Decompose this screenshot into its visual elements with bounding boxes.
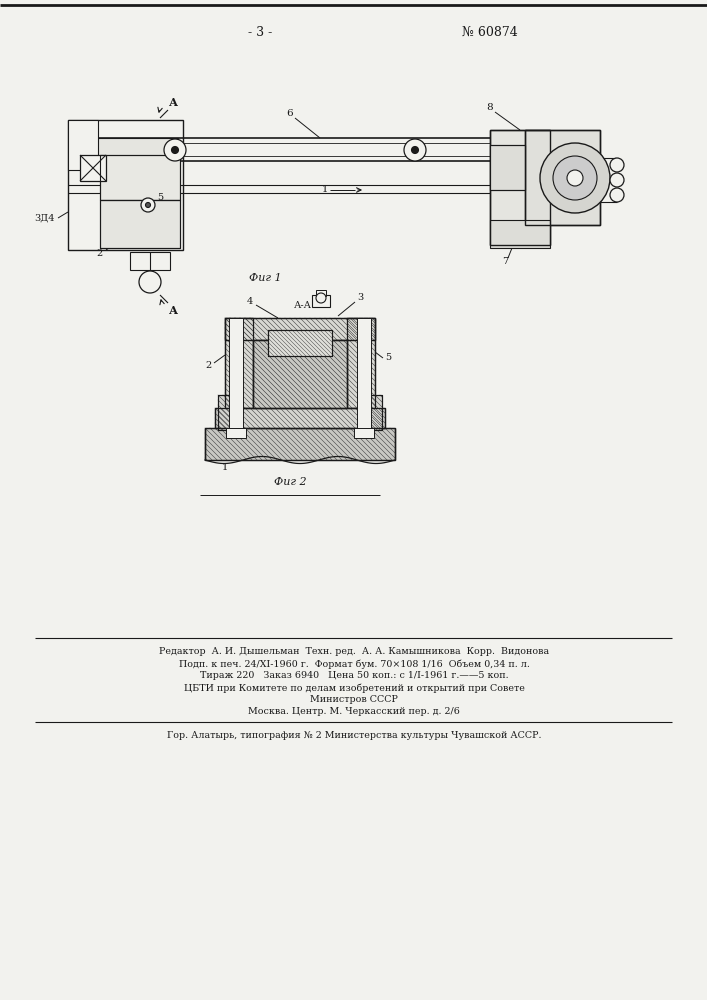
Text: Фиг 1: Фиг 1 bbox=[249, 273, 281, 283]
Text: Министров СССР: Министров СССР bbox=[310, 696, 398, 704]
Text: 5: 5 bbox=[385, 354, 391, 362]
Circle shape bbox=[146, 202, 151, 208]
Bar bbox=[225, 318, 253, 408]
Bar bbox=[253, 340, 347, 408]
Text: 2: 2 bbox=[206, 360, 212, 369]
Text: ЦБТИ при Комитете по делам изобретений и открытий при Совете: ЦБТИ при Комитете по делам изобретений и… bbox=[184, 683, 525, 693]
Bar bbox=[253, 340, 347, 408]
Bar bbox=[268, 330, 332, 356]
Bar bbox=[360, 395, 382, 430]
Bar bbox=[225, 318, 253, 408]
Bar bbox=[225, 318, 253, 408]
Text: А: А bbox=[168, 304, 177, 316]
Bar bbox=[100, 155, 180, 200]
Bar bbox=[100, 200, 180, 248]
Bar bbox=[215, 408, 385, 428]
Bar bbox=[347, 318, 375, 408]
Circle shape bbox=[164, 139, 186, 161]
Bar bbox=[347, 318, 375, 408]
Text: 7: 7 bbox=[502, 257, 508, 266]
Bar bbox=[490, 145, 525, 190]
Bar bbox=[347, 318, 375, 408]
Text: - 3 -: - 3 - bbox=[248, 25, 272, 38]
Bar bbox=[218, 395, 240, 430]
Bar bbox=[354, 428, 374, 438]
Text: Москва. Центр. М. Черкасский пер. д. 2/6: Москва. Центр. М. Черкасский пер. д. 2/6 bbox=[248, 708, 460, 716]
Text: 4: 4 bbox=[247, 298, 253, 306]
Bar bbox=[130, 252, 170, 270]
Circle shape bbox=[540, 143, 610, 213]
Bar bbox=[215, 408, 385, 428]
Bar bbox=[229, 318, 243, 430]
Text: 8: 8 bbox=[486, 104, 493, 112]
Bar bbox=[218, 395, 240, 430]
Circle shape bbox=[411, 146, 419, 153]
Circle shape bbox=[610, 173, 624, 187]
Bar bbox=[215, 408, 385, 428]
Circle shape bbox=[610, 158, 624, 172]
Text: 3Д4: 3Д4 bbox=[35, 214, 55, 223]
Bar bbox=[490, 145, 525, 190]
Circle shape bbox=[567, 170, 583, 186]
Text: А: А bbox=[168, 98, 177, 108]
Circle shape bbox=[139, 271, 161, 293]
Bar bbox=[490, 130, 550, 245]
Bar bbox=[268, 330, 332, 356]
Text: Подп. к печ. 24/XI-1960 г.  Формат бум. 70×108 1/16  Объем 0,34 п. л.: Подп. к печ. 24/XI-1960 г. Формат бум. 7… bbox=[179, 659, 530, 669]
Bar bbox=[88, 138, 178, 156]
Text: А-А: А-А bbox=[294, 300, 312, 310]
Text: 1: 1 bbox=[322, 186, 328, 194]
Text: № 60874: № 60874 bbox=[462, 25, 518, 38]
Circle shape bbox=[404, 139, 426, 161]
Bar bbox=[68, 120, 183, 250]
Bar bbox=[490, 220, 550, 248]
Bar bbox=[225, 318, 375, 340]
Bar bbox=[253, 340, 347, 408]
Bar bbox=[360, 395, 382, 430]
Bar bbox=[360, 395, 382, 430]
Bar bbox=[226, 428, 246, 438]
Bar bbox=[100, 200, 180, 248]
Bar bbox=[205, 428, 395, 460]
Circle shape bbox=[553, 156, 597, 200]
Bar bbox=[225, 318, 375, 340]
Bar bbox=[525, 130, 600, 225]
Bar bbox=[80, 155, 106, 181]
Circle shape bbox=[610, 188, 624, 202]
Bar bbox=[490, 130, 550, 245]
Bar bbox=[268, 330, 332, 356]
Bar bbox=[218, 395, 240, 430]
Text: Редактор  А. И. Дышельман  Техн. ред.  А. А. Камышникова  Корр.  Видонова: Редактор А. И. Дышельман Техн. ред. А. А… bbox=[159, 648, 549, 656]
Bar bbox=[316, 290, 326, 296]
Text: 1: 1 bbox=[222, 462, 228, 472]
Circle shape bbox=[141, 198, 155, 212]
Bar bbox=[205, 428, 395, 460]
Bar bbox=[205, 428, 395, 460]
Text: Гор. Алатырь, типография № 2 Министерства культуры Чувашской АССР.: Гор. Алатырь, типография № 2 Министерств… bbox=[167, 732, 542, 740]
Text: 6: 6 bbox=[286, 108, 293, 117]
Text: 5: 5 bbox=[157, 194, 163, 202]
Bar bbox=[100, 155, 180, 200]
Circle shape bbox=[172, 146, 178, 153]
Bar bbox=[525, 130, 600, 225]
Bar bbox=[312, 295, 330, 307]
Bar bbox=[357, 318, 371, 430]
Text: Тираж 220   Заказ 6940   Цена 50 коп.: с 1/І-1961 г.——5 коп.: Тираж 220 Заказ 6940 Цена 50 коп.: с 1/І… bbox=[199, 672, 508, 680]
Text: 3: 3 bbox=[357, 294, 363, 302]
Text: 2: 2 bbox=[97, 248, 103, 257]
Circle shape bbox=[316, 293, 326, 303]
Text: Фиг 2: Фиг 2 bbox=[274, 477, 306, 487]
Bar bbox=[68, 120, 98, 170]
Bar bbox=[225, 318, 375, 340]
